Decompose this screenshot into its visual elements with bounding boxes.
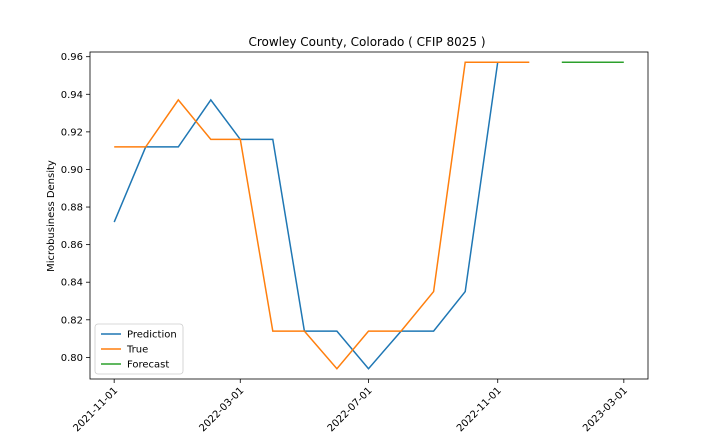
series-line-true — [114, 61, 530, 370]
legend-frame — [94, 323, 184, 375]
y-axis-title: Microbusiness Density — [46, 160, 57, 272]
legend-label-prediction: Prediction — [127, 330, 177, 341]
y-tick-label: 0.88 — [61, 203, 83, 214]
y-tick-label: 0.82 — [61, 315, 83, 326]
legend-label-forecast: Forecast — [127, 360, 169, 371]
y-tick-label: 0.96 — [61, 52, 83, 63]
y-tick-label: 0.94 — [61, 90, 83, 101]
y-tick-label: 0.92 — [61, 127, 83, 138]
x-tick-label: 2022-03-01 — [198, 385, 247, 432]
chart-title: Crowley County, Colorado ( CFIP 8025 ) — [248, 35, 485, 49]
x-tick-label: 2021-11-01 — [71, 385, 120, 432]
y-tick-label: 0.90 — [61, 165, 83, 176]
y-tick-label: 0.80 — [61, 353, 83, 364]
x-tick-label: 2022-07-01 — [326, 385, 375, 432]
series-layer — [113, 61, 624, 370]
x-tick-label: 2022-11-01 — [455, 385, 504, 432]
x-axis: 2021-11-01 2022-03-01 2022-07-01 2022-11-01… — [71, 379, 630, 432]
y-axis: 0.80 0.82 0.84 0.86 0.88 0.90 0.92 0.94 0.96 — [61, 52, 90, 364]
y-tick-label: 0.84 — [61, 278, 83, 289]
legend-label-true: True — [126, 345, 148, 356]
x-tick-label: 2023-03-01 — [581, 385, 630, 432]
legend: Prediction True Forecast — [94, 323, 184, 375]
y-tick-label: 0.86 — [61, 240, 83, 251]
